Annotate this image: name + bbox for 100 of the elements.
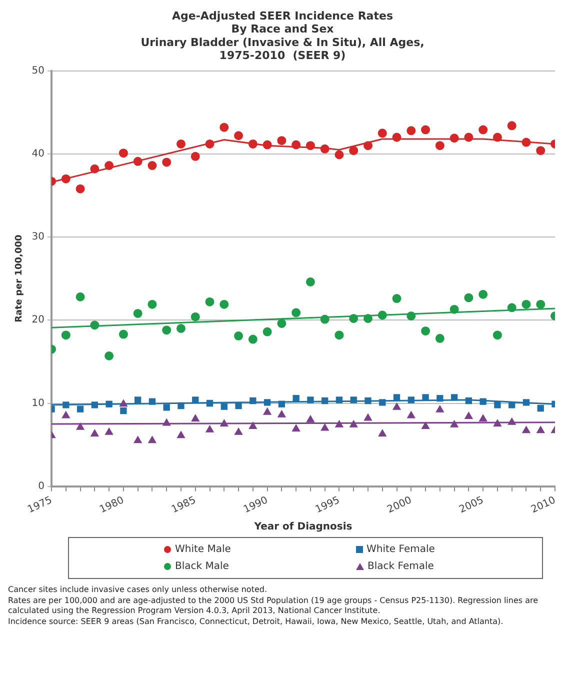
point — [406, 126, 416, 136]
point — [162, 158, 172, 167]
point — [363, 141, 372, 150]
point — [421, 326, 430, 336]
point — [119, 400, 128, 407]
point — [61, 330, 70, 340]
point — [277, 318, 286, 328]
point — [507, 121, 516, 130]
point — [262, 327, 272, 336]
legend-label: White Female — [366, 544, 435, 555]
point — [392, 402, 401, 410]
point — [91, 402, 98, 408]
point — [408, 396, 414, 404]
point — [392, 294, 402, 304]
point — [465, 397, 472, 404]
point — [62, 411, 70, 418]
point — [450, 304, 459, 314]
point — [133, 156, 142, 166]
point — [406, 311, 416, 320]
point — [292, 394, 300, 402]
point — [248, 334, 258, 344]
point — [76, 292, 85, 302]
point — [450, 420, 458, 428]
point — [190, 152, 200, 161]
point — [480, 398, 486, 405]
point — [522, 426, 530, 434]
point — [450, 394, 458, 401]
point — [76, 422, 84, 430]
point — [379, 399, 386, 406]
point — [478, 125, 488, 134]
point — [422, 422, 430, 430]
point — [393, 394, 400, 401]
point — [320, 314, 330, 324]
point — [494, 402, 501, 408]
point — [248, 139, 258, 148]
point — [191, 414, 200, 422]
legend-label: Black Female — [368, 561, 434, 572]
point — [464, 412, 473, 420]
x-axis-title: Year of Diagnosis — [253, 522, 352, 533]
point — [378, 128, 387, 138]
point — [178, 402, 184, 410]
y-tick-label: 50 — [32, 65, 45, 76]
point — [350, 420, 358, 428]
point — [536, 300, 546, 309]
legend-label: Black Male — [175, 561, 229, 572]
point — [134, 436, 142, 444]
point — [349, 314, 358, 323]
point — [479, 414, 488, 422]
point — [148, 436, 156, 444]
point — [162, 326, 172, 335]
point — [190, 312, 200, 322]
x-tick-label: 1980 — [98, 494, 126, 516]
point — [106, 400, 112, 408]
point — [335, 420, 344, 428]
x-tick-label: 2000 — [386, 494, 414, 516]
point — [364, 414, 372, 421]
point — [464, 132, 474, 142]
y-tick-label: 20 — [32, 314, 45, 326]
point — [177, 431, 185, 438]
text: Rates are per 100,000 and are age-adjusted to the 2000 US Std Population (19 age groups - Census P25-1130). Regression lines are calculated using the Regression Program Version 4.0.3, April 2013, National Cancer Institute. — [8, 596, 540, 616]
point — [522, 399, 530, 406]
point — [450, 134, 459, 143]
point — [421, 125, 430, 134]
point — [176, 139, 186, 148]
point — [250, 397, 256, 404]
point — [507, 303, 516, 312]
point — [278, 410, 286, 418]
point — [105, 428, 114, 435]
y-tick-label: 40 — [32, 148, 45, 160]
point — [378, 310, 387, 320]
point — [407, 411, 416, 418]
point — [104, 351, 114, 360]
point — [292, 140, 301, 150]
point — [234, 428, 242, 435]
point — [90, 164, 100, 174]
y-axis-title: Rate per 100,000 — [14, 234, 25, 322]
y-tick-label: 0 — [38, 480, 45, 492]
point — [262, 140, 272, 150]
chart-title: Age-Adjusted SEER Incidence Rates By Race and Sex Urinary Bladder (Invasive & In Situ), All Ages, 1975-2010 (SEER 9) — [140, 9, 424, 62]
point — [307, 396, 314, 404]
x-tick-label: 1995 — [314, 494, 342, 516]
point — [62, 402, 70, 408]
point — [263, 408, 272, 415]
point — [162, 418, 171, 426]
x-tick-label: 2010 — [530, 494, 558, 516]
text: Cancer sites include invasive cases only unless otherwise noted. — [8, 585, 268, 596]
point — [148, 300, 157, 309]
point — [148, 398, 156, 405]
point — [522, 138, 531, 147]
point — [336, 396, 343, 404]
point — [264, 399, 271, 406]
point — [364, 397, 372, 404]
point — [508, 402, 516, 408]
point — [220, 300, 229, 309]
point — [306, 277, 315, 286]
point — [205, 139, 214, 148]
point — [205, 297, 214, 306]
point — [320, 424, 329, 431]
point — [478, 290, 488, 299]
point — [206, 425, 214, 432]
